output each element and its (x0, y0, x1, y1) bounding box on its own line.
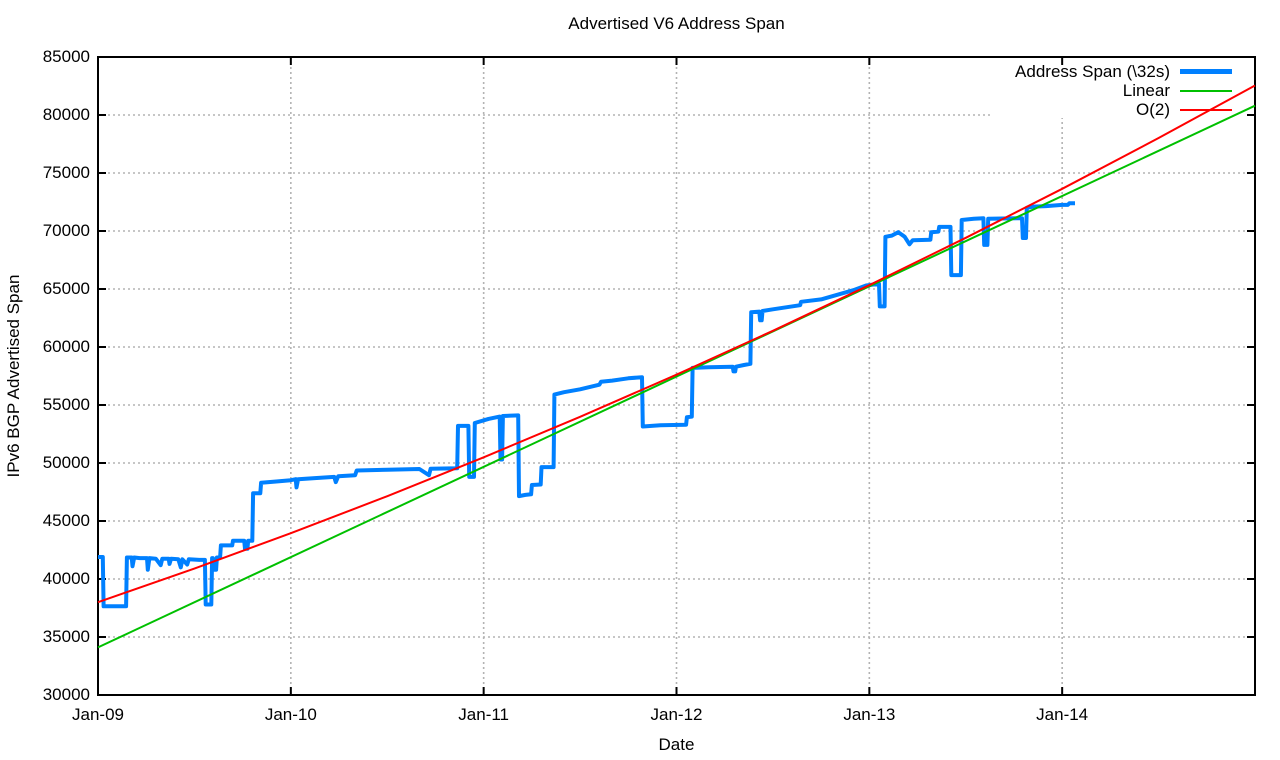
y-tick-label: 65000 (42, 279, 90, 298)
legend-item-1: Linear (1015, 81, 1232, 100)
x-axis-title: Date (658, 735, 695, 754)
series-line-0 (98, 201, 1075, 609)
series-line-1 (97, 104, 1256, 649)
x-tick-label: Jan-09 (72, 705, 124, 724)
y-tick-label: 45000 (42, 511, 90, 530)
y-tick-label: 85000 (42, 47, 90, 66)
y-tick-label: 35000 (42, 627, 90, 646)
x-tick-label: Jan-11 (458, 705, 510, 724)
x-tick-label: Jan-13 (843, 705, 896, 724)
y-tick-label: 40000 (42, 569, 90, 588)
legend-sample-line (1180, 89, 1232, 92)
x-tick-label: Jan-14 (1036, 705, 1089, 724)
legend: Address Span (\32s) Linear O(2) (1015, 62, 1232, 119)
legend-item-0: Address Span (\32s) (1015, 62, 1232, 81)
legend-sample-line (1180, 108, 1232, 111)
y-tick-label: 60000 (42, 337, 90, 356)
y-tick-label: 70000 (42, 221, 90, 240)
series-line-2 (97, 84, 1256, 604)
legend-sample-line (1180, 69, 1232, 74)
y-tick-label: 75000 (42, 163, 90, 182)
legend-background (992, 58, 1254, 118)
y-tick-label: 80000 (42, 105, 90, 124)
legend-label: O(2) (1136, 99, 1170, 119)
y-tick-label: 30000 (42, 685, 90, 704)
chart-title: Advertised V6 Address Span (568, 14, 785, 33)
legend-label: Address Span (\32s) (1015, 61, 1170, 81)
x-tick-label: Jan-12 (650, 705, 703, 724)
legend-label: Linear (1122, 80, 1170, 100)
x-tick-label: Jan-10 (264, 705, 317, 724)
legend-item-2: O(2) (1015, 100, 1232, 119)
y-tick-label: 50000 (42, 453, 90, 472)
y-tick-label: 55000 (42, 395, 90, 414)
